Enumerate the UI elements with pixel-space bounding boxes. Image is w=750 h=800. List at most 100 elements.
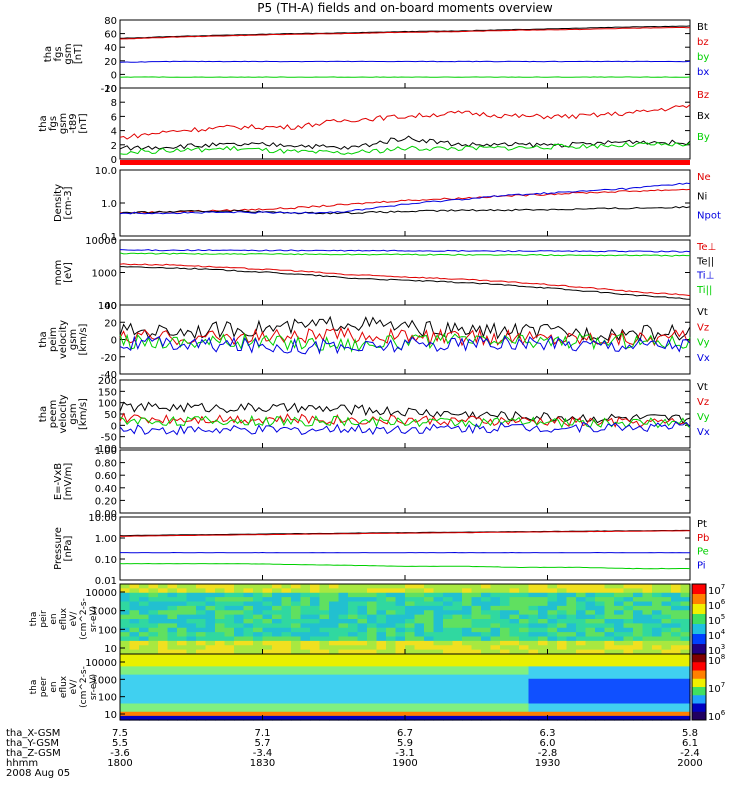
spectrogram-cell (281, 636, 292, 642)
spectrogram-cell (376, 601, 387, 607)
spectrogram-cell (196, 601, 207, 607)
spectrogram-cell (576, 695, 587, 700)
spectrogram-cell (452, 687, 463, 692)
spectrogram-cell (196, 707, 207, 713)
spectrogram-cell (595, 674, 606, 680)
spectrogram-cell (633, 662, 644, 667)
spectrogram-cell (671, 691, 682, 696)
spectrogram-cell (262, 627, 273, 633)
legend-label: bx (697, 67, 709, 78)
spectrogram-cell (310, 588, 321, 594)
spectrogram-cell (167, 601, 178, 607)
spectrogram-cell (623, 678, 634, 684)
spectrogram-cell (623, 666, 634, 672)
spectrogram-cell (120, 678, 131, 684)
spectrogram-cell (443, 703, 454, 709)
spectrogram-cell (196, 658, 207, 663)
spectrogram-cell (376, 584, 387, 589)
spectrogram-cell (614, 695, 625, 700)
spectrogram-cell (500, 674, 511, 680)
spectrogram-cell (281, 605, 292, 611)
spectrogram-cell (604, 584, 615, 589)
spectrogram-cell (614, 597, 625, 603)
spectrogram-cell (357, 649, 368, 655)
spectrogram-cell (433, 699, 444, 705)
spectrogram-cell (243, 658, 254, 663)
spectrogram-cell (424, 711, 435, 717)
spectrogram-cell (566, 645, 577, 651)
ytick-label: 40 (104, 43, 117, 54)
series-line (119, 529, 691, 537)
spectrogram-cell (224, 691, 235, 696)
spectrogram-cell (367, 605, 378, 611)
spectrogram-cell (661, 636, 672, 642)
spectrogram-cell (167, 654, 178, 659)
spectrogram-cell (386, 678, 397, 684)
spectrogram-cell (376, 614, 387, 620)
spectrogram-cell (281, 627, 292, 633)
spectrogram-cell (310, 601, 321, 607)
spectrogram-cell (671, 623, 682, 629)
spectrogram-cell (338, 610, 349, 616)
spectrogram-cell (158, 584, 169, 589)
spectrogram-cell (566, 619, 577, 624)
spectrogram-cell (177, 592, 188, 598)
spectrogram-cell (120, 658, 131, 663)
spectrogram-cell (633, 610, 644, 616)
spectrogram-cell (243, 695, 254, 700)
spectrogram-cell (633, 614, 644, 620)
spectrogram-cell (205, 703, 216, 709)
spectrogram-cell (462, 703, 473, 709)
spectrogram-cell (367, 658, 378, 663)
spectrogram-cell (595, 584, 606, 589)
spectrogram-cell (462, 699, 473, 705)
spectrogram-cell (177, 654, 188, 659)
spectrogram-cell (329, 707, 340, 713)
spectrogram-cell (538, 588, 549, 594)
spectrogram-cell (471, 640, 482, 646)
spectrogram-cell (139, 649, 150, 655)
spectrogram-cell (272, 605, 283, 611)
spectrogram-cell (196, 645, 207, 651)
spectrogram-cell (604, 649, 615, 655)
spectrogram-cell (386, 654, 397, 659)
spectrogram-cell (538, 605, 549, 611)
spectrogram-cell (129, 592, 140, 598)
spectrogram-cell (310, 619, 321, 624)
spectrogram-cell (139, 666, 150, 672)
spectrogram-cell (129, 632, 140, 638)
spectrogram-cell (357, 645, 368, 651)
spectrogram-cell (405, 588, 416, 594)
spectrogram-cell (661, 597, 672, 603)
spectrogram-cell (462, 636, 473, 642)
spectrogram-cell (253, 601, 264, 607)
spectrogram-cell (623, 584, 634, 589)
spectrogram-cell (338, 703, 349, 709)
spectrogram-cell (481, 699, 492, 705)
spectrogram-cell (500, 597, 511, 603)
axis-label: tha (29, 680, 39, 695)
spectrogram-cell (224, 658, 235, 663)
spectrogram-cell (357, 715, 368, 721)
spectrogram-cell (224, 707, 235, 713)
spectrogram-cell (528, 711, 539, 717)
spectrogram-cell (443, 666, 454, 672)
spectrogram-cell (281, 640, 292, 646)
spectrogram-cell (357, 703, 368, 709)
spectrogram-cell (519, 601, 530, 607)
spectrogram-cell (509, 662, 520, 667)
spectrogram-cell (338, 623, 349, 629)
spectrogram-cell (452, 666, 463, 672)
spectrogram-cell (196, 584, 207, 589)
spectrogram-cell (300, 619, 311, 624)
spectrogram-cell (376, 687, 387, 692)
spectrogram-cell (538, 610, 549, 616)
spectrogram-cell (509, 623, 520, 629)
spectrogram-cell (205, 592, 216, 598)
spectrogram-cell (291, 703, 302, 709)
spectrogram-cell (528, 687, 539, 692)
spectrogram-cell (595, 670, 606, 676)
spectrogram-cell (262, 610, 273, 616)
spectrogram-cell (490, 658, 501, 663)
spectrogram-cell (262, 674, 273, 680)
